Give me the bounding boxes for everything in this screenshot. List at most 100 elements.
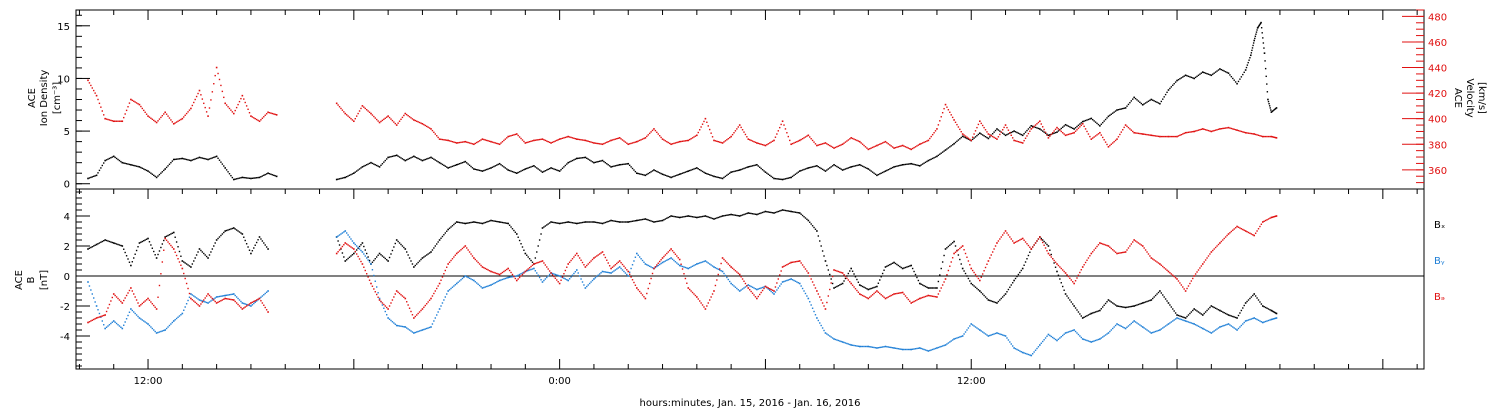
data-point <box>488 140 491 142</box>
data-point <box>570 136 572 139</box>
data-point <box>368 111 371 113</box>
data-point <box>544 264 547 266</box>
data-point <box>899 145 901 148</box>
data-point <box>88 321 91 323</box>
data-point <box>551 274 554 276</box>
data-point <box>364 255 366 257</box>
data-point <box>900 164 902 166</box>
data-point <box>1043 131 1045 133</box>
data-point <box>656 264 658 266</box>
data-point <box>341 245 344 248</box>
data-point <box>1079 271 1081 274</box>
data-point <box>141 302 144 305</box>
data-point <box>454 222 457 224</box>
data-point <box>194 296 196 298</box>
data-point <box>357 169 359 171</box>
data-point <box>957 249 960 251</box>
data-point <box>265 291 268 293</box>
data-point <box>1216 328 1218 330</box>
data-point <box>1240 76 1243 78</box>
data-point <box>175 317 178 320</box>
data-point <box>118 299 121 301</box>
data-point <box>840 340 842 343</box>
data-point <box>363 253 365 255</box>
data-point <box>1093 340 1095 342</box>
data-point <box>727 214 729 216</box>
data-point <box>1024 261 1027 263</box>
data-point <box>1222 311 1224 313</box>
data-point <box>404 248 407 250</box>
data-point <box>754 296 757 298</box>
data-point <box>496 281 498 283</box>
data-point <box>518 171 521 173</box>
data-point <box>817 166 820 168</box>
data-point <box>244 306 246 308</box>
data-point <box>911 348 914 350</box>
data-point <box>1124 124 1127 126</box>
data-point <box>230 293 232 296</box>
data-point <box>610 139 612 142</box>
data-point <box>135 249 138 252</box>
data-point <box>861 165 864 167</box>
data-point <box>611 165 614 168</box>
data-point <box>584 221 587 223</box>
data-point <box>993 131 995 133</box>
data-point <box>737 215 739 217</box>
data-point <box>1013 139 1015 142</box>
data-point <box>416 120 418 122</box>
data-point <box>766 211 768 213</box>
data-point <box>427 301 429 303</box>
data-point <box>211 297 214 300</box>
data-point <box>819 143 821 146</box>
data-point <box>637 172 639 175</box>
data-point <box>1170 321 1173 323</box>
data-point <box>907 265 910 268</box>
data-point <box>733 285 735 287</box>
data-point <box>1031 353 1034 355</box>
data-point <box>560 168 562 171</box>
data-point <box>347 257 349 260</box>
data-point <box>1067 275 1070 278</box>
data-point <box>634 141 637 143</box>
data-point <box>658 220 661 222</box>
data-point <box>1116 109 1118 111</box>
data-point <box>929 349 931 352</box>
data-point <box>854 288 857 290</box>
data-point <box>477 222 479 224</box>
data-point <box>430 326 432 328</box>
data-point <box>1243 304 1245 307</box>
data-point <box>1150 299 1153 301</box>
data-point <box>1270 111 1273 113</box>
data-point <box>854 345 857 347</box>
data-point <box>208 158 211 160</box>
data-point <box>658 172 661 174</box>
data-point <box>769 142 771 144</box>
data-point <box>547 275 549 277</box>
data-point <box>1043 244 1045 246</box>
data-point <box>347 115 349 117</box>
data-point <box>737 289 739 291</box>
data-point <box>914 300 917 302</box>
data-point <box>913 146 915 149</box>
data-point <box>800 138 802 141</box>
data-point <box>730 171 732 173</box>
data-point <box>1258 24 1261 26</box>
data-point <box>1102 306 1104 308</box>
data-point <box>1096 310 1098 313</box>
data-point <box>1113 111 1115 113</box>
data-point <box>365 252 368 255</box>
data-point <box>961 267 964 270</box>
data-point <box>666 252 668 255</box>
data-point <box>634 256 637 258</box>
data-point <box>566 136 568 138</box>
data-point <box>1089 313 1091 315</box>
data-point <box>1047 333 1050 336</box>
data-point <box>940 116 942 118</box>
data-point <box>1072 281 1074 283</box>
data-point <box>856 345 858 347</box>
data-point <box>886 297 888 299</box>
data-point <box>413 155 415 158</box>
data-point <box>218 295 221 298</box>
data-point <box>884 140 887 143</box>
data-point <box>265 246 268 248</box>
